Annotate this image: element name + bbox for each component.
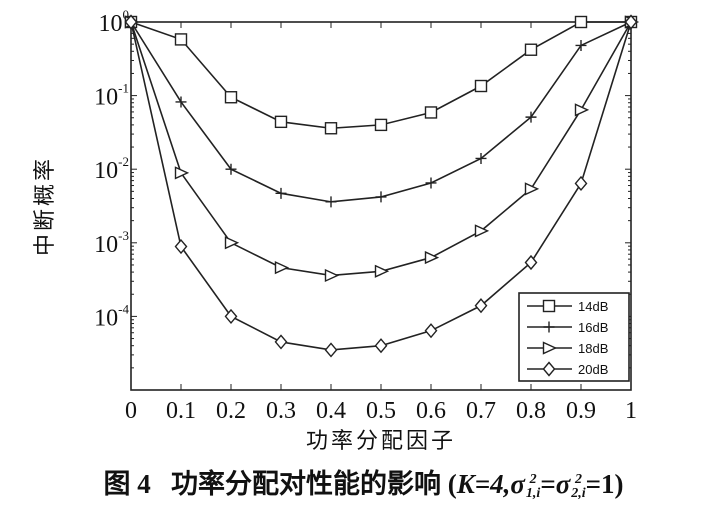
data-point — [425, 177, 437, 189]
sup: 2 — [529, 471, 537, 487]
caption-sigma2: σ — [555, 469, 571, 499]
caption-paren: ( — [447, 469, 457, 499]
legend-marker — [543, 321, 555, 333]
data-point — [374, 118, 388, 132]
data-point — [474, 79, 488, 93]
y-tick-label: 10-3 — [94, 228, 129, 258]
data-point — [474, 298, 488, 314]
data-point — [174, 166, 190, 180]
data-point — [225, 163, 237, 175]
data-point — [224, 91, 238, 104]
figure-caption: 图 4 功率分配对性能的影响 (K=4,σ 2 1,i =σ 2 2,i =1) — [0, 462, 727, 501]
data-point — [324, 268, 340, 283]
data-point — [324, 122, 338, 135]
y-tick-label: 10-1 — [94, 81, 129, 111]
series-18dB — [124, 15, 640, 283]
sup: 2 — [574, 471, 582, 487]
data-point — [325, 196, 337, 208]
y-tick-label: 100 — [99, 7, 130, 37]
x-tick-label: 0.1 — [166, 398, 196, 424]
data-point — [524, 182, 540, 196]
y-tick-label: 10-4 — [94, 301, 129, 331]
x-tick-label: 1 — [625, 398, 637, 424]
data-point — [574, 175, 588, 192]
x-tick-label: 0.4 — [316, 398, 346, 424]
caption-fig-number: 图 4 — [103, 469, 151, 499]
caption-script2: 2 2,i — [571, 471, 586, 501]
series-14dB — [124, 15, 638, 135]
data-point — [424, 323, 438, 339]
caption-script1: 2 1,i — [525, 471, 541, 501]
caption-eq: = — [540, 469, 556, 499]
x-tick-label: 0.7 — [466, 398, 496, 424]
series-line — [130, 21, 632, 203]
data-point — [424, 250, 440, 265]
legend-marker — [542, 361, 556, 377]
caption-text: 功率分配对性能的影响 — [170, 469, 441, 499]
x-axis-label: 功率分配因子 — [306, 428, 456, 453]
legend: 14dB 16dB 18dB 20dB — [518, 292, 630, 382]
x-tick-label: 0.6 — [416, 398, 446, 424]
legend-box — [518, 292, 630, 382]
x-tick-label: 0.8 — [516, 398, 546, 424]
data-point — [374, 338, 388, 354]
sub: 2,i — [571, 485, 586, 501]
x-tick-label: 0.2 — [216, 398, 246, 424]
series-line — [130, 21, 631, 130]
data-point — [224, 308, 238, 324]
data-point — [574, 15, 588, 29]
data-point — [375, 191, 387, 203]
y-tick-label: 10-2 — [94, 154, 129, 184]
data-point — [575, 39, 587, 51]
data-point — [174, 33, 188, 46]
data-point — [475, 152, 487, 164]
data-point — [274, 261, 290, 275]
data-point — [374, 264, 390, 278]
series-16dB — [125, 16, 637, 208]
data-point — [124, 14, 138, 30]
data-point — [274, 115, 288, 129]
data-point — [524, 254, 538, 271]
data-point — [525, 111, 537, 123]
series-20dB — [124, 14, 638, 358]
outage-probability-chart: 100 10-1 10-2 10-3 10-4 0 0.1 0.2 0.3 0.4 0.5 0.6 0.… — [32, 7, 640, 453]
x-tick-label: 0 — [125, 398, 137, 424]
x-tick-label: 0.3 — [266, 398, 296, 424]
legend-label: 14dB — [578, 299, 608, 314]
data-point — [175, 96, 187, 108]
data-point — [274, 334, 288, 350]
data-point — [224, 236, 240, 250]
sub: 1,i — [525, 485, 541, 501]
data-point — [624, 14, 638, 30]
caption-end: =1) — [585, 469, 624, 499]
data-point — [524, 43, 538, 56]
data-point — [174, 238, 188, 255]
legend-label: 16dB — [578, 320, 608, 335]
data-point — [574, 103, 590, 117]
legend-marker — [542, 299, 556, 313]
legend-label: 18dB — [578, 341, 608, 356]
legend-label: 20dB — [578, 362, 608, 377]
data-point — [324, 342, 338, 358]
series-line — [130, 21, 632, 277]
y-axis-label: 中断概率 — [32, 156, 57, 256]
x-tick-label: 0.5 — [366, 398, 396, 424]
legend-marker — [542, 341, 558, 355]
data-point — [424, 106, 438, 119]
data-point — [474, 224, 490, 238]
caption-sigma1: σ — [510, 469, 525, 499]
caption-k: K=4, — [456, 469, 511, 499]
data-point — [275, 187, 287, 199]
x-tick-label: 0.9 — [566, 398, 596, 424]
